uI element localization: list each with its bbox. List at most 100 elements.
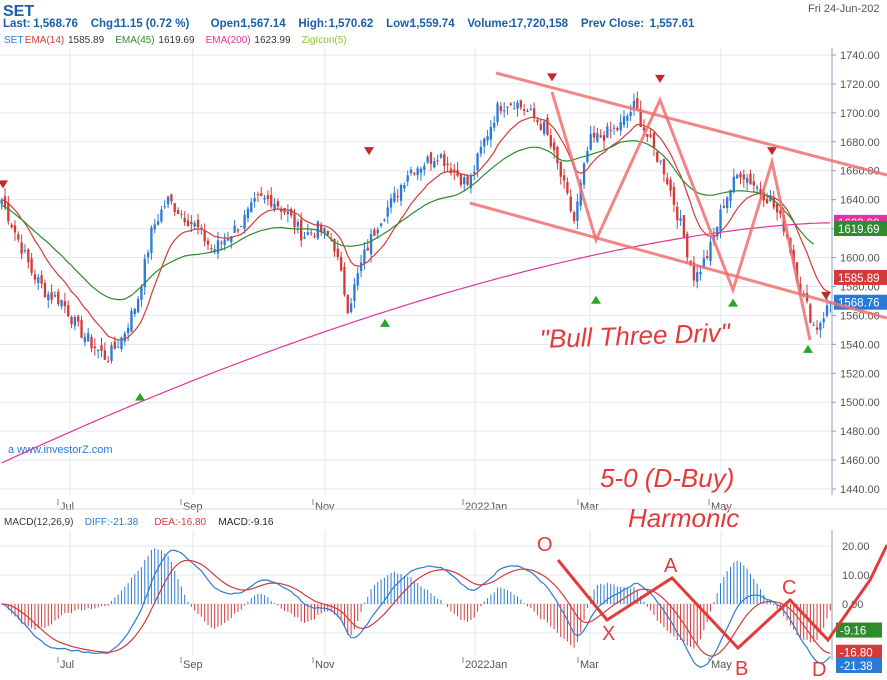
candle-body <box>566 181 569 194</box>
candle-body <box>759 189 762 193</box>
candle-body <box>739 173 742 178</box>
point-o: O <box>537 534 553 556</box>
candle-body <box>180 213 183 215</box>
price-badge-3: 1568.76 <box>838 298 880 310</box>
price-badge-1: 1619.69 <box>838 224 880 236</box>
candle-body <box>323 228 326 233</box>
candle-body <box>263 197 266 200</box>
candle-body <box>609 129 612 131</box>
candle-body <box>509 103 513 106</box>
candle-body <box>642 127 646 131</box>
month-label-3: 2022Jan <box>465 501 507 513</box>
candle-body <box>256 194 260 196</box>
price-axis: 1740.00 1720.00 1700.00 1680.00 1660.00 1640.… <box>831 48 880 496</box>
candle-body <box>33 274 37 280</box>
candle-body <box>176 210 180 214</box>
quote-label-1: Chg: <box>91 18 117 30</box>
candle-body <box>556 146 559 164</box>
symbol-title: SET <box>3 3 34 20</box>
month-label-5: May <box>711 501 732 513</box>
candle-body <box>250 202 253 213</box>
candle-body <box>742 174 745 180</box>
candle-body <box>513 108 516 110</box>
macd-badge-2: -21.38 <box>840 661 873 673</box>
candle-body <box>622 116 626 126</box>
macd-legend: MACD(12,26,9) DIFF:-21.38 DEA:-16.80 MACD:-… <box>4 517 274 528</box>
ema-lines <box>1 116 831 464</box>
candle-body <box>586 151 589 162</box>
candle-body <box>53 295 57 297</box>
candle-body <box>156 221 160 225</box>
candle-body <box>243 214 246 229</box>
candle-body <box>612 127 616 129</box>
point-d: D <box>812 659 826 680</box>
candle-body <box>203 230 206 242</box>
candle-body <box>486 136 489 141</box>
candle-body <box>40 275 43 284</box>
candle-body <box>602 135 606 141</box>
candle-body <box>80 320 83 338</box>
candle-body <box>506 106 509 108</box>
candle-body <box>692 262 696 281</box>
candle-body <box>63 301 67 307</box>
candle-body <box>679 218 682 221</box>
candle-body <box>519 100 522 108</box>
candle-body <box>532 108 536 118</box>
candle-body <box>110 345 113 361</box>
candle-body <box>103 350 106 360</box>
candle-body <box>303 237 306 239</box>
candle-body <box>562 175 566 181</box>
price-tick-15: 1440.00 <box>840 484 880 496</box>
candle-body <box>276 201 280 207</box>
candle-body <box>775 203 779 213</box>
candle-body <box>300 219 303 241</box>
candle-body <box>403 185 406 189</box>
candle-body <box>682 215 686 238</box>
candle-body <box>559 161 562 177</box>
point-c: C <box>782 577 796 599</box>
candle-body <box>213 249 216 253</box>
candle-body <box>17 234 20 240</box>
candle-body <box>522 109 526 111</box>
candle-body <box>822 318 825 323</box>
month-label-4: Mar <box>580 659 599 671</box>
candle-body <box>10 224 13 228</box>
candle-body <box>216 240 220 254</box>
ema200-line <box>1 222 831 464</box>
zigzag-low-marker <box>728 298 738 307</box>
candle-body <box>549 134 552 147</box>
candle-body <box>765 199 769 204</box>
candle-body <box>166 196 170 205</box>
candle-body <box>326 230 329 235</box>
candle-body <box>376 229 379 234</box>
candle-body <box>619 121 622 131</box>
candle-body <box>429 152 433 164</box>
candle-body <box>419 168 423 173</box>
macd-badge-1: -16.80 <box>840 648 873 660</box>
candle-body <box>30 258 33 273</box>
candle-body <box>130 310 133 332</box>
price-tick-2: 1700.00 <box>840 108 880 120</box>
month-label-0: Jul <box>60 501 74 513</box>
macd-legend-1: DIFF:-21.38 <box>85 517 139 528</box>
zigzag-high-marker <box>655 74 665 83</box>
candle-body <box>386 207 389 217</box>
ema14-line <box>1 116 831 341</box>
candle-body <box>170 194 173 202</box>
candle-body <box>97 349 100 352</box>
zigzag-low-marker <box>803 344 813 353</box>
candle-body <box>210 248 213 250</box>
quote-value-2: 1,567.14 <box>241 18 286 30</box>
candle-body <box>755 187 759 189</box>
candle-body <box>270 194 273 207</box>
price-tick-10: 1540.00 <box>840 339 880 351</box>
candle-body <box>726 197 729 209</box>
month-axis-price: Jul Sep Nov 2022Jan Mar May <box>57 499 732 513</box>
candle-body <box>436 160 439 162</box>
candle-body <box>459 173 463 185</box>
macd-dea-line <box>1 559 831 657</box>
quote-value-1: 11.15 (0.72 %) <box>114 18 189 30</box>
channel-bottom-line <box>469 201 887 320</box>
